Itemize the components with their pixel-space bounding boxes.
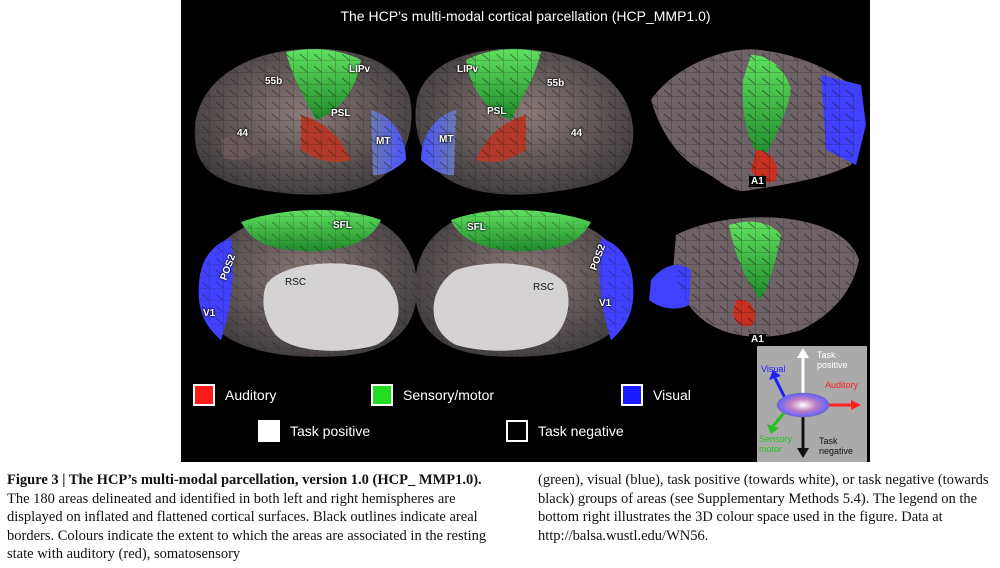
caption-label: Figure 3 | The HCP’s multi-modal parcell… [7, 472, 482, 488]
area-label-44-left: 44 [237, 128, 249, 139]
area-label-rsc-left: RSC [285, 277, 307, 288]
legend-item-visual: Visual [621, 384, 691, 406]
area-label-55b-right: 55b [547, 78, 565, 89]
area-label-v1-left: V1 [203, 308, 216, 319]
legend-item-task-negative: Task negative [506, 420, 624, 442]
colour-space-key: Task positive Visual Auditory Sensory mo… [757, 346, 867, 462]
right-lateral-hemisphere [415, 48, 634, 195]
colour-key-task-negative: Task negative [819, 436, 854, 456]
area-label-44-right: 44 [571, 128, 583, 139]
legend-label-task-positive: Task positive [290, 423, 371, 439]
flat-map-bottom [649, 217, 859, 337]
area-label-lipv-left: LIPv [349, 64, 371, 75]
area-label-55b-left: 55b [265, 76, 283, 87]
area-label-psl-right: PSL [487, 106, 507, 117]
area-label-a1-flat-bottom: A1 [749, 334, 766, 345]
area-label-mt-left: MT [376, 136, 391, 147]
right-medial-hemisphere [414, 209, 634, 357]
area-label-rsc-right: RSC [533, 282, 555, 293]
area-label-lipv-right: LIPv [457, 64, 479, 75]
legend-label-auditory: Auditory [225, 387, 277, 403]
area-label-psl-left: PSL [331, 108, 351, 119]
legend-item-task-positive: Task positive [258, 420, 370, 442]
parcellation-figure: The HCP’s multi-modal cortical parcellat… [181, 0, 870, 462]
legend-swatch-task-negative [506, 420, 528, 442]
flat-map-top [651, 49, 866, 191]
caption-left-column: Figure 3 | The HCP’s multi-modal parcell… [7, 471, 507, 564]
legend-swatch-visual [621, 384, 643, 406]
caption-right-text: (green), visual (blue), task positive (t… [538, 472, 989, 544]
area-label-a1-flat-top: A1 [749, 176, 766, 187]
colour-key-auditory: Auditory [825, 380, 859, 390]
legend-item-auditory: Auditory [193, 384, 276, 406]
legend-swatch-auditory [193, 384, 215, 406]
caption-left-text: The 180 areas delineated and identified … [7, 490, 487, 563]
figure-title: The HCP’s multi-modal cortical parcellat… [340, 8, 711, 24]
legend-label-task-negative: Task negative [538, 423, 624, 439]
colour-key-visual: Visual [761, 364, 786, 374]
colour-key-graphic [767, 348, 861, 458]
legend-label-visual: Visual [653, 387, 691, 403]
area-label-v1-right: V1 [599, 298, 612, 309]
left-medial-hemisphere [198, 209, 418, 357]
legend-item-sensory-motor: Sensory/motor [371, 384, 494, 406]
colour-key-sensory-motor: Sensory motor [759, 434, 793, 454]
colour-key-task-positive: Task positive [817, 350, 848, 370]
legend-swatch-sensory-motor [371, 384, 393, 406]
caption-right-column: (green), visual (blue), task positive (t… [538, 471, 996, 545]
area-label-sfl-right: SFL [467, 222, 486, 233]
legend-label-sensory-motor: Sensory/motor [403, 387, 495, 403]
brain-surfaces-graphic [194, 48, 866, 357]
legend-swatch-task-positive [258, 420, 280, 442]
area-label-mt-right: MT [439, 134, 454, 145]
left-lateral-hemisphere [194, 48, 412, 195]
area-label-sfl-left: SFL [333, 220, 352, 231]
